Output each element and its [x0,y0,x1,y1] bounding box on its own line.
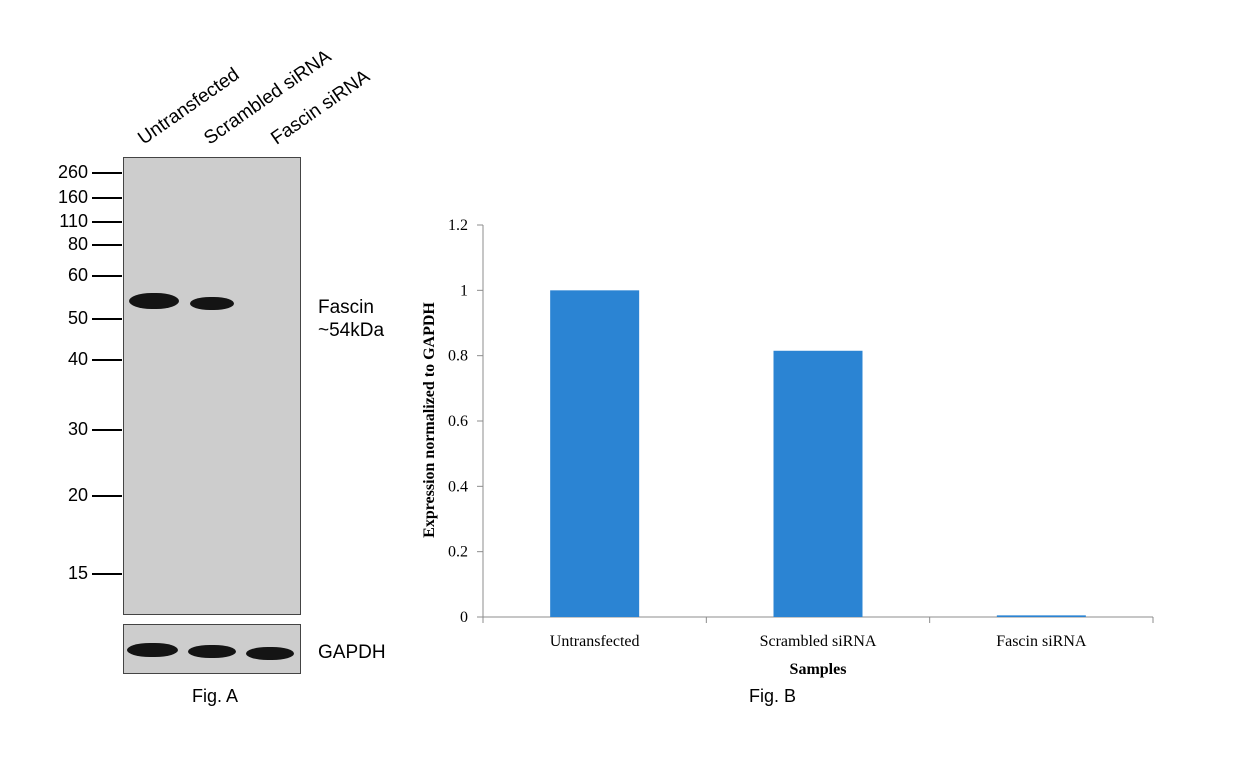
mw-tick [92,495,122,497]
y-tick-label: 1 [460,282,468,299]
band-scrambled-sirna [190,297,234,310]
mw-tick [92,429,122,431]
band-gapdh-scrambled-sirna [188,645,236,658]
mw-tick [92,197,122,199]
x-tick-label: Fascin siRNA [996,633,1087,650]
y-tick-label: 0.2 [448,544,468,561]
x-axis-title: Samples [790,661,847,678]
mw-marker-60: 60 [67,265,88,285]
y-tick-label: 0.6 [448,413,468,430]
x-axis: Untransfected Scrambled siRNA Fascin siRNA [482,616,1154,650]
mw-tick [92,318,122,320]
mw-marker-40: 40 [67,349,88,369]
mw-marker-30: 30 [67,419,88,439]
x-tick-label: Untransfected [550,633,640,650]
fig-a-caption: Fig. A [192,686,239,706]
mw-tick [92,573,122,575]
mw-tick [92,172,122,174]
loading-control-label: GAPDH [318,642,386,663]
band-untransfected [129,293,179,309]
mw-tick [92,359,122,361]
y-axis: 0 0.2 0.4 0.6 0.8 1 1.2 [448,217,484,626]
y-tick-label: 0 [460,609,468,626]
x-tick-label: Scrambled siRNA [760,633,877,650]
mw-tick [92,244,122,246]
y-axis-title: Expression normalized to GAPDH [421,302,438,538]
bar-scrambled-sirna [773,350,863,617]
band-gapdh-untransfected [127,643,178,657]
mw-marker-50: 50 [67,308,88,328]
target-name: Fascin [318,297,374,318]
band-gapdh-fascin-sirna [246,647,294,660]
target-size: ~54kDa [318,320,385,341]
blot-image-fascin [123,157,301,615]
mw-marker-15: 15 [67,563,88,583]
y-tick-label: 0.8 [448,348,468,365]
bar-series [550,290,1086,617]
mw-marker-20: 20 [67,485,88,505]
y-tick-label: 0.4 [448,478,468,495]
mw-tick [92,275,122,277]
mw-marker-80: 80 [67,234,88,254]
bar-untransfected [550,290,640,617]
blot-image-gapdh [123,624,301,674]
fig-b-caption: Fig. B [749,686,797,706]
y-tick-label: 1.2 [448,217,468,234]
mw-marker-160: 160 [57,187,88,207]
mw-marker-260: 260 [57,162,88,182]
bar-fascin-sirna [996,615,1086,617]
mw-marker-110: 110 [59,211,88,231]
mw-tick [92,221,122,223]
